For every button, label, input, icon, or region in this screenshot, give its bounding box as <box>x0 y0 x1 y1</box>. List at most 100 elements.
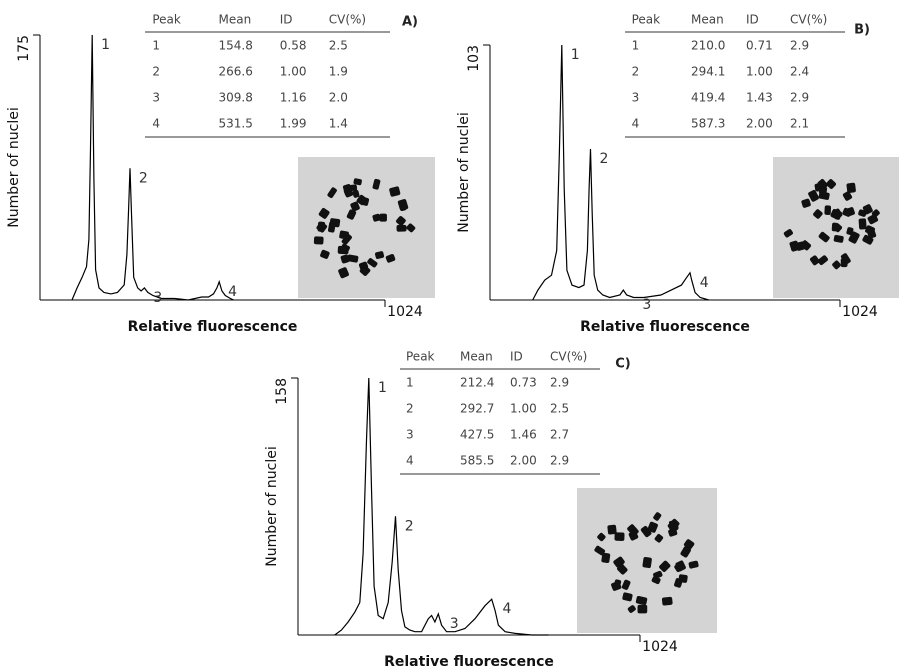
table-header: ID <box>510 350 523 364</box>
table-header: Mean <box>460 350 493 364</box>
chromosome <box>674 578 683 588</box>
table-cell: 427.5 <box>460 428 494 442</box>
table-header: Peak <box>152 13 181 27</box>
chromosome <box>842 191 853 201</box>
chromosome <box>317 221 326 232</box>
table-cell: 2.5 <box>550 402 569 416</box>
table-cell: 531.5 <box>219 117 253 131</box>
chromosome <box>327 187 337 199</box>
chromosome <box>372 213 381 222</box>
y-axis-title: Number of nuclei <box>264 446 280 566</box>
chromosome <box>607 524 617 535</box>
chromosome <box>832 260 841 270</box>
x-tick-label: 1024 <box>842 304 878 320</box>
y-tick-label: 103 <box>466 45 482 72</box>
table-cell: 0.58 <box>280 39 307 53</box>
chromosome <box>313 236 324 245</box>
chromosome <box>611 581 622 591</box>
chromosome <box>320 249 330 259</box>
table-cell: 4 <box>152 117 160 131</box>
table-cell: 419.4 <box>691 91 725 105</box>
table-cell: 2.7 <box>550 428 569 442</box>
panel-label: C) <box>615 357 630 372</box>
table-header: CV(%) <box>329 13 366 27</box>
table-cell: 292.7 <box>460 402 494 416</box>
table-cell: 266.6 <box>219 65 253 79</box>
chromosome <box>818 186 828 195</box>
table-cell: 154.8 <box>219 39 253 53</box>
chromosome <box>858 218 867 230</box>
chromosome <box>628 530 639 541</box>
chromosome <box>653 570 663 579</box>
chromosome <box>352 189 360 198</box>
chromosome <box>367 258 378 268</box>
chromosome <box>800 240 811 251</box>
chromosome <box>601 552 611 563</box>
chromosome <box>862 234 874 245</box>
table-cell: 2.00 <box>510 454 537 468</box>
chromosome <box>594 545 606 556</box>
chromosome <box>337 245 349 255</box>
table-header: ID <box>746 13 759 27</box>
chromosome <box>635 596 648 605</box>
chromosome <box>389 186 401 197</box>
table-cell: 1 <box>406 376 414 390</box>
chromosome <box>597 532 606 542</box>
chromosome <box>818 231 830 243</box>
chromosome <box>372 178 381 190</box>
chromosome <box>813 209 823 219</box>
table-cell: 2.9 <box>550 454 569 468</box>
peak-label: 1 <box>378 380 387 396</box>
chromosome <box>653 512 662 521</box>
table-cell: 1.9 <box>329 65 348 79</box>
table-cell: 2.5 <box>329 39 348 53</box>
chromosome <box>342 184 353 196</box>
x-axis-title: Relative fluorescence <box>128 319 298 335</box>
chromosome <box>810 255 820 266</box>
y-tick-label: 158 <box>274 378 290 405</box>
table-cell: 1.46 <box>510 428 537 442</box>
chromosome <box>826 179 836 189</box>
table-cell: 309.8 <box>219 91 253 105</box>
chromosome <box>396 224 407 232</box>
chromosome <box>846 182 856 194</box>
chromosome <box>833 235 844 243</box>
table-cell: 1.43 <box>746 91 773 105</box>
chromosome <box>338 267 349 279</box>
peak-label: 4 <box>700 275 709 291</box>
y-axis-title: Number of nuclei <box>6 107 22 227</box>
table-cell: 2.1 <box>790 117 809 131</box>
chromosome <box>808 189 819 202</box>
peak-label: 2 <box>139 170 148 186</box>
table-cell: 4 <box>632 117 640 131</box>
chromosome <box>862 204 873 215</box>
chromosome <box>339 230 349 240</box>
chromosome <box>406 223 416 233</box>
chromosome <box>622 592 633 602</box>
chromosome <box>614 532 625 541</box>
chromosome <box>842 207 852 217</box>
peak-label: 1 <box>571 47 580 63</box>
chromosome <box>396 216 406 226</box>
chromosome <box>848 231 860 244</box>
panel-label: A) <box>402 15 418 30</box>
chromosome <box>831 222 839 232</box>
peak-label: 3 <box>153 290 162 306</box>
chromosome <box>783 229 793 238</box>
table-cell: 3 <box>406 428 414 442</box>
table-cell: 0.71 <box>746 39 773 53</box>
x-axis-title: Relative fluorescence <box>384 654 554 666</box>
table-header: Mean <box>219 13 252 27</box>
chromosome <box>668 528 678 537</box>
chromosome <box>627 605 636 613</box>
chromosome <box>647 521 658 533</box>
peak-label: 4 <box>228 284 237 300</box>
chromosome <box>347 254 359 263</box>
table-cell: 2 <box>632 65 640 79</box>
x-axis-title: Relative fluorescence <box>580 319 750 335</box>
chromosome <box>642 557 652 569</box>
table-cell: 2.4 <box>790 65 809 79</box>
table-cell: 2 <box>406 402 414 416</box>
chromosome <box>397 198 409 211</box>
